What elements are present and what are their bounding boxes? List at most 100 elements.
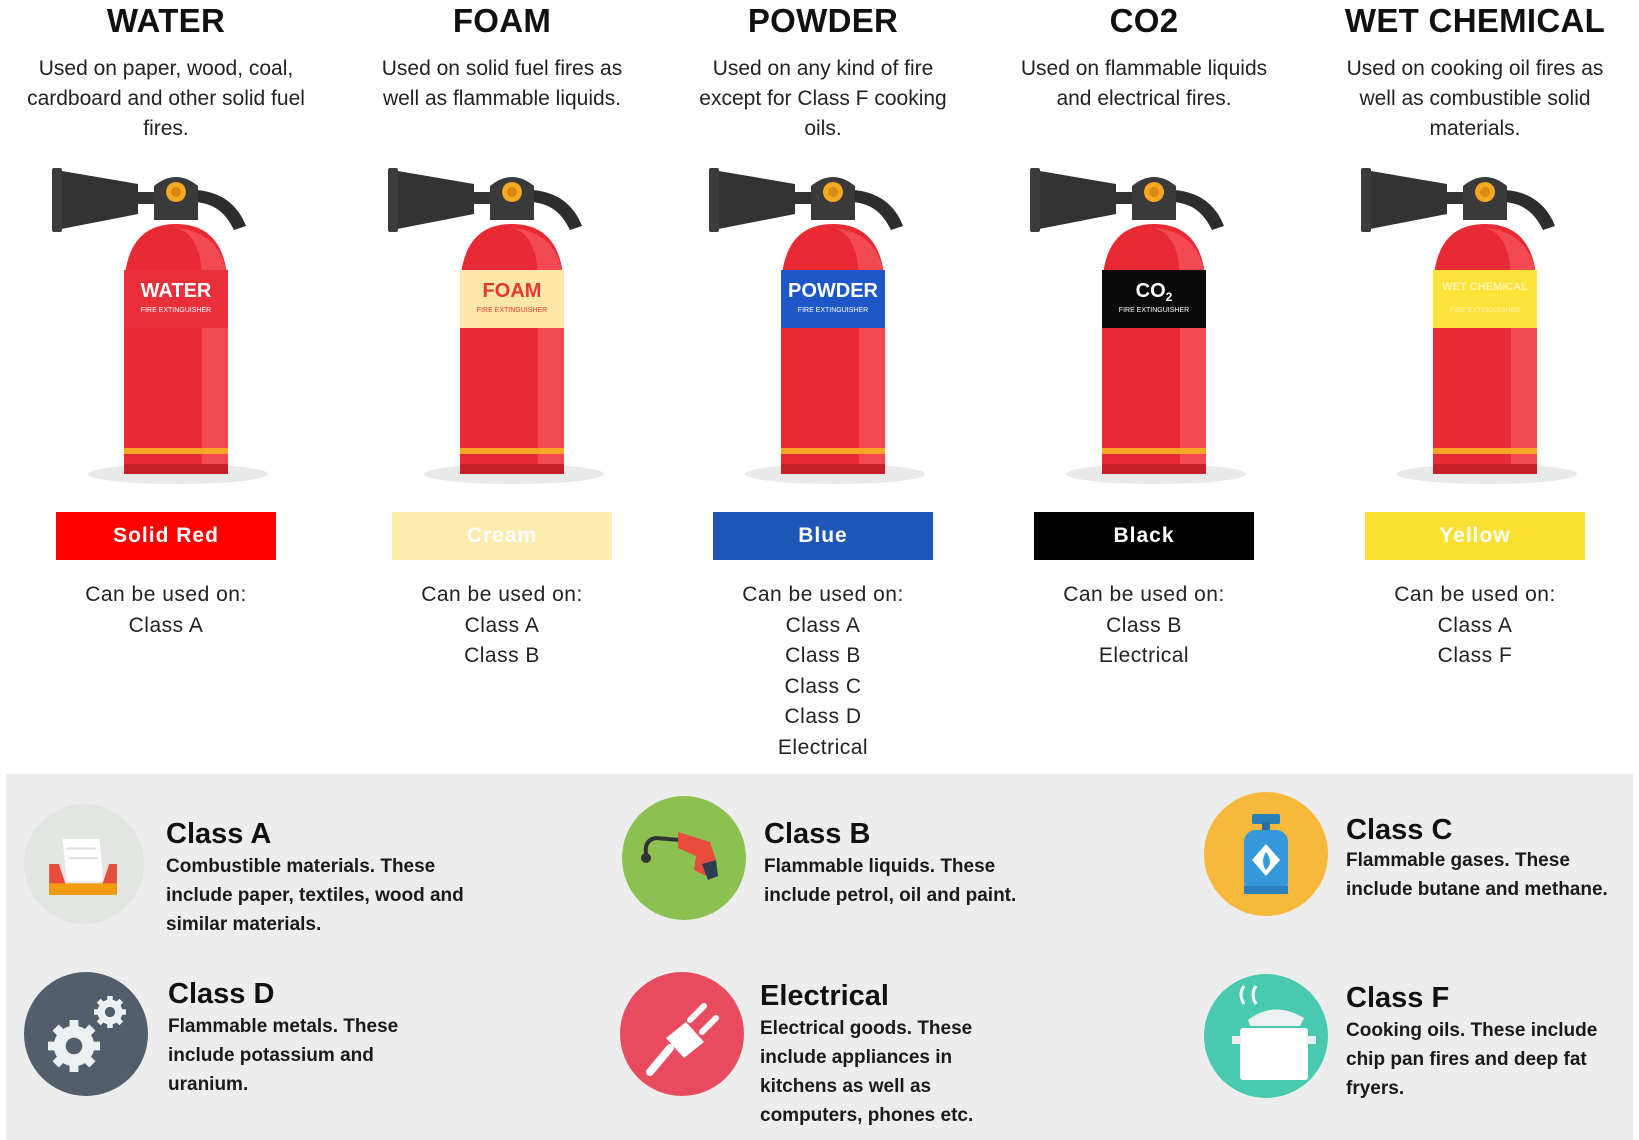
fire-class-description: Combustible materials. These include pap… <box>166 856 464 935</box>
gauge-center <box>828 187 838 197</box>
extinguisher-label-subtext: FIRE EXTINGUISHER <box>798 307 868 314</box>
extinguisher-water: WATER Used on paper, wood, coal, cardboar… <box>16 0 316 772</box>
extinguisher-label-band <box>781 270 885 328</box>
hose-joint <box>474 192 490 204</box>
extinguisher-label-subtext: FIRE EXTINGUISHER <box>1119 307 1189 314</box>
extinguisher-foam: FOAM Used on solid fuel fires as well as … <box>352 0 652 772</box>
cylinder-band <box>460 448 564 454</box>
cylinder-band <box>124 448 228 454</box>
extinguisher-label-subtext: FIRE EXTINGUISHER <box>1450 307 1520 314</box>
nozzle-grip <box>702 860 718 880</box>
extinguisher-title: WATER <box>106 2 226 39</box>
extinguisher-illustration: POWDER FIRE EXTINGUISHER <box>709 168 925 484</box>
usage-class-item: Electrical <box>777 735 869 759</box>
usage-list: Class A <box>16 611 316 642</box>
extinguisher-title: WET CHEMICAL <box>1344 2 1606 39</box>
nozzle-rim <box>1030 168 1040 232</box>
nozzle-rim <box>388 168 398 232</box>
tray-base <box>49 883 117 895</box>
fire-class-title: Class B <box>764 818 871 850</box>
usage-heading: Can be used on: <box>1063 583 1225 606</box>
usage-class-item: Class B <box>464 644 540 667</box>
cylinder-base <box>460 464 564 474</box>
extinguisher-co2: CO2 Used on flammable liquids and electri… <box>994 0 1294 772</box>
extinguisher-description: Used on any kind of fire except for Clas… <box>699 57 947 140</box>
usage-class-item: Class A <box>785 613 861 637</box>
pot <box>1240 1028 1308 1080</box>
color-swatch: Cream <box>392 512 612 560</box>
cable <box>646 1044 674 1076</box>
fire-class-title: Class F <box>1346 982 1450 1014</box>
extinguisher-label-band <box>1433 270 1537 328</box>
fire-class-title: Electrical <box>760 980 889 1012</box>
extinguisher-label-text: WET CHEMICAL <box>1442 281 1528 293</box>
cylinder-band <box>1102 448 1206 454</box>
handle-lever <box>853 190 903 230</box>
fire-class-description: Flammable metals. These include potassiu… <box>168 1016 399 1095</box>
extinguisher-label-subtext: FIRE EXTINGUISHER <box>141 307 211 314</box>
hose <box>643 835 681 855</box>
usage-list: Class A Class F <box>1325 611 1625 672</box>
handle-lever <box>1174 190 1224 230</box>
extinguisher-label-text: WATER <box>141 280 212 302</box>
usage-heading: Can be used on: <box>85 583 247 606</box>
extinguisher-label-band <box>124 270 228 328</box>
hose-joint <box>795 192 811 204</box>
extinguisher-illustration: FOAM FIRE EXTINGUISHER <box>388 168 604 484</box>
cylinder-base <box>781 464 885 474</box>
color-swatch: Solid Red <box>56 512 276 560</box>
fuel-nozzle-icon <box>622 796 746 920</box>
extinguisher-illustration: CO2 FIRE EXTINGUISHER <box>1030 168 1246 484</box>
hose-joint <box>1447 192 1463 204</box>
usage-class-item: Class A <box>464 613 540 637</box>
flame <box>1263 852 1270 870</box>
color-swatch: Blue <box>713 512 933 560</box>
usage-list: Class A Class B <box>352 611 652 672</box>
hose-joint <box>138 192 154 204</box>
usage-class-item: Class A <box>128 613 204 637</box>
handle-lever <box>1505 190 1555 230</box>
fire-class-description: Electrical goods. These include applianc… <box>760 1018 974 1126</box>
usage-class-item: Electrical <box>1098 644 1190 667</box>
gas-cylinder-icon <box>1204 792 1328 916</box>
cylinder-band <box>1433 448 1537 454</box>
usage-class-item: Class D <box>784 705 862 728</box>
extinguisher-label-text: POWDER <box>788 280 879 302</box>
gauge-center <box>507 187 517 197</box>
fire-class-title: Class A <box>166 818 272 850</box>
steam <box>1239 985 1258 1005</box>
nozzle-rim <box>52 168 62 232</box>
usage-class-item: Class B <box>785 644 861 667</box>
fire-class-description: Flammable liquids. These include petrol,… <box>764 856 1017 906</box>
gears-icon <box>24 972 148 1096</box>
usage-section: Can be used on: Class A <box>16 580 316 641</box>
usage-class-item: Class B <box>1106 613 1182 637</box>
usage-class-item: Class C <box>784 674 862 698</box>
cylinder-base <box>1433 464 1537 474</box>
nozzle-rim <box>709 168 719 232</box>
extinguisher-title: POWDER <box>747 2 899 39</box>
plug-body <box>666 1022 704 1058</box>
color-swatch: Yellow <box>1365 512 1585 560</box>
gauge-center <box>1480 187 1490 197</box>
extinguisher-description: Used on paper, wood, coal, cardboard and… <box>27 57 305 140</box>
extinguisher-description: Used on cooking oil fires as well as com… <box>1346 57 1604 140</box>
usage-list: Class A Class B Class C Class D Electrical <box>673 611 973 764</box>
gauge-center <box>171 187 181 197</box>
valve <box>1252 814 1280 824</box>
usage-list: Class B Electrical <box>994 611 1294 672</box>
nozzle-horn <box>392 170 474 230</box>
gauge-center <box>1149 187 1159 197</box>
lid <box>1248 1009 1304 1026</box>
cylinder-band <box>781 448 885 454</box>
prongs <box>687 1003 719 1035</box>
fire-class-legend: Class A Combustible materials. These incl… <box>6 774 1633 1140</box>
electric-plug-icon <box>620 972 744 1096</box>
nozzle-horn <box>1365 170 1447 230</box>
extinguisher-description: Used on flammable liquids and electrical… <box>1020 57 1268 110</box>
color-swatch: Black <box>1034 512 1254 560</box>
usage-section: Can be used on: Class A Class F <box>1325 580 1625 672</box>
extinguisher-label-text: FOAM <box>483 280 542 302</box>
extinguisher-label-subtext: FIRE EXTINGUISHER <box>477 307 547 314</box>
usage-class-item: Class F <box>1437 644 1513 667</box>
